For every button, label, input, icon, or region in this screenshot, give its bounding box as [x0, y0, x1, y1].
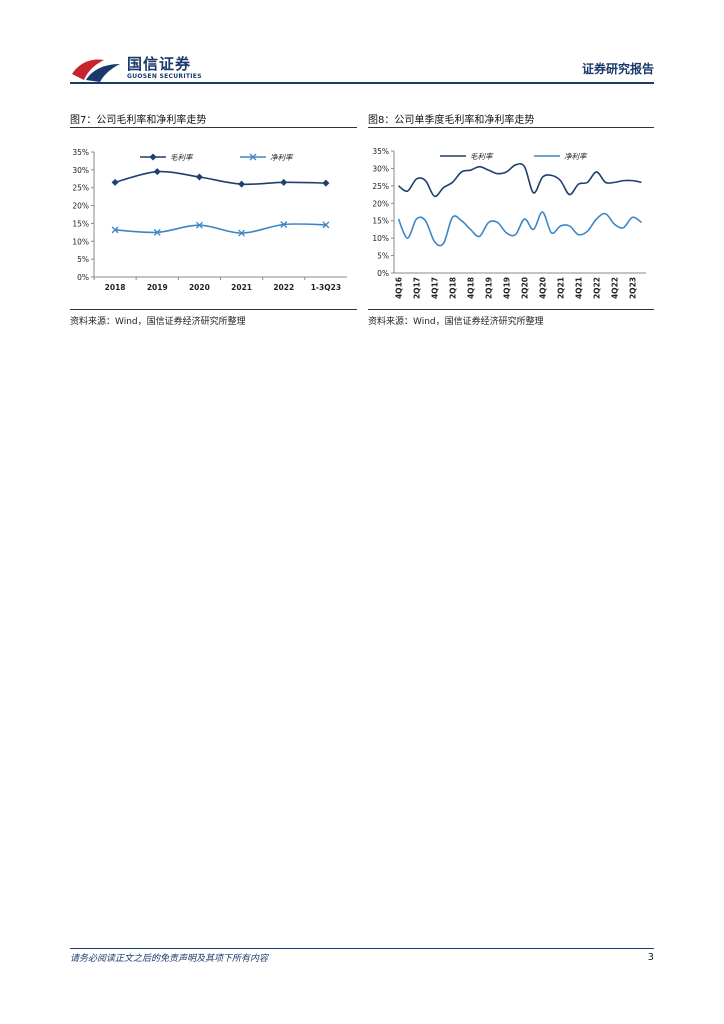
figure-8-source: 资料来源：Wind，国信证券经济研究所整理 — [368, 317, 544, 327]
data-point-diamond — [153, 168, 161, 176]
x-tick-label: 4Q16 — [395, 277, 404, 299]
y-tick-label: 20% — [372, 199, 389, 208]
data-point-diamond — [280, 178, 288, 186]
series-line-net-margin — [115, 223, 326, 234]
x-tick-label: 4Q17 — [431, 277, 440, 299]
x-tick-label: 1-3Q23 — [311, 283, 341, 292]
legend-marker-diamond — [149, 153, 157, 161]
y-tick-label: 5% — [377, 252, 389, 261]
y-tick-label: 0% — [77, 273, 89, 282]
y-tick-label: 30% — [72, 166, 89, 175]
figure-7-source: 资料来源：Wind，国信证券经济研究所整理 — [70, 317, 246, 327]
series-line-gross-margin — [398, 162, 642, 198]
legend-label: 毛利率 — [170, 153, 194, 162]
figure-7-chart: 0% 5% 10% 15% 20% 25% 30% 35% 2018 2019 2020 2021 20… — [72, 148, 347, 292]
figure-7-title-rule — [70, 127, 357, 128]
figure-8-chart: 0% 5% 10% 15% 20% 25% 30% 35% 4Q16 2Q17 4Q17 2Q18 4Q… — [372, 147, 646, 299]
x-tick-label: 4Q22 — [611, 277, 620, 299]
footer-rule — [70, 948, 654, 949]
data-point-x — [195, 221, 203, 229]
x-tick-label: 2Q23 — [629, 277, 638, 299]
figure-8-title-rule — [368, 127, 654, 128]
figure-8-source-rule — [368, 309, 654, 310]
brand-name-cn: 国信证券 — [127, 55, 192, 73]
data-point-diamond — [322, 179, 330, 187]
data-point-diamond — [195, 173, 203, 181]
x-tick-label: 4Q21 — [575, 277, 584, 299]
figure-7-source-rule — [70, 309, 357, 310]
footer-disclaimer: 请务必阅读正文之后的免责声明及其项下所有内容 — [70, 954, 269, 964]
legend-label: 毛利率 — [470, 152, 494, 161]
x-tick-label: 2020 — [189, 283, 210, 292]
data-point-diamond — [238, 180, 246, 188]
x-tick-label: 2022 — [273, 283, 294, 292]
x-tick-label: 4Q18 — [467, 277, 476, 299]
data-point-x — [280, 221, 288, 228]
header-rule — [70, 82, 654, 84]
y-tick-label: 5% — [77, 255, 89, 264]
x-tick-label: 2Q17 — [413, 277, 422, 299]
y-tick-label: 35% — [72, 148, 89, 157]
legend-label: 净利率 — [270, 153, 294, 162]
data-point-x — [111, 226, 119, 234]
data-point-x — [153, 228, 161, 236]
legend-marker-x — [249, 153, 257, 161]
x-tick-label: 2018 — [105, 283, 126, 292]
data-point-x — [238, 229, 246, 237]
y-tick-label: 25% — [72, 184, 89, 193]
data-point-diamond — [111, 178, 119, 186]
y-tick-label: 15% — [72, 219, 89, 228]
figure-8-title: 图8：公司单季度毛利率和净利率走势 — [368, 115, 535, 126]
brand-logo — [70, 52, 122, 84]
x-tick-label: 2Q19 — [485, 277, 494, 299]
x-tick-label: 2Q22 — [593, 277, 602, 299]
x-tick-label: 2019 — [147, 283, 168, 292]
x-tick-label: 4Q19 — [503, 277, 512, 299]
brand-logo-icon — [72, 59, 120, 82]
y-tick-label: 10% — [72, 237, 89, 246]
x-tick-label: 2021 — [231, 283, 252, 292]
y-tick-label: 0% — [377, 269, 389, 278]
data-point-x — [322, 221, 330, 229]
page-number: 3 — [647, 952, 654, 963]
y-tick-label: 20% — [72, 202, 89, 211]
brand-name-en: GUOSEN SECURITIES — [127, 73, 202, 80]
x-tick-label: 2Q21 — [557, 277, 566, 299]
series-line-net-margin — [397, 211, 642, 247]
y-tick-label: 35% — [372, 147, 389, 156]
x-tick-label: 2Q18 — [449, 277, 458, 299]
x-tick-label: 2Q20 — [521, 277, 530, 299]
y-tick-label: 25% — [372, 182, 389, 191]
report-type-label: 证券研究报告 — [581, 62, 654, 76]
y-tick-label: 30% — [372, 164, 389, 173]
x-tick-label: 4Q20 — [539, 277, 548, 299]
legend-label: 净利率 — [564, 152, 588, 161]
series-line-gross-margin — [114, 170, 326, 186]
y-tick-label: 10% — [372, 234, 389, 243]
y-tick-label: 15% — [372, 217, 389, 226]
figure-7-title: 图7：公司毛利率和净利率走势 — [70, 115, 207, 126]
